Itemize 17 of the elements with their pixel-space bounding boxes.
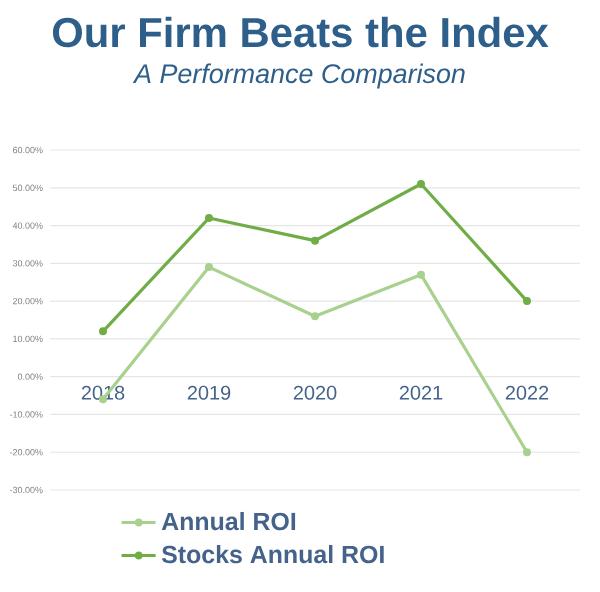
chart-subtitle: A Performance Comparison — [132, 63, 465, 89]
legend-label: Annual ROI — [161, 511, 296, 531]
point — [205, 214, 213, 223]
x-tick-label: 2020 — [293, 385, 337, 400]
point — [311, 312, 319, 321]
x-tick-label: 2019 — [187, 385, 231, 400]
legend-label: Stocks Annual ROI — [161, 544, 384, 564]
x-tick-label: 2021 — [399, 385, 443, 400]
chart-title: Our Firm Beats the Index — [52, 16, 549, 48]
point — [99, 327, 107, 336]
point — [417, 180, 425, 189]
point — [417, 270, 425, 279]
point — [311, 236, 319, 245]
point — [205, 263, 213, 272]
point — [523, 297, 531, 306]
x-tick-label: 2022 — [505, 385, 549, 400]
point — [523, 448, 531, 457]
